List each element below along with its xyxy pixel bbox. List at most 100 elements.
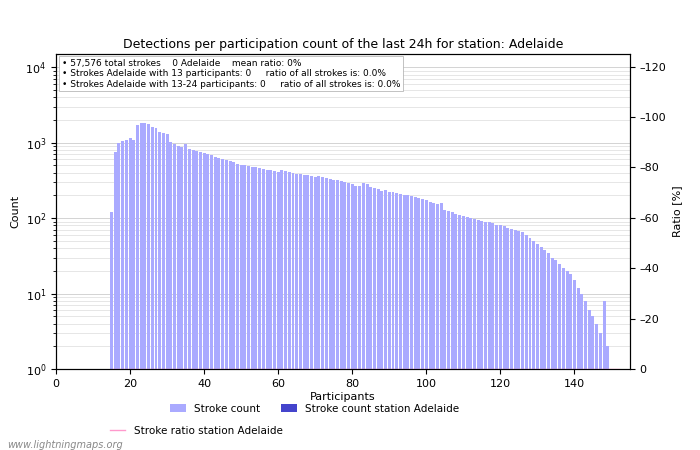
Bar [221,159,224,450]
Bar [232,162,235,450]
Bar [606,346,609,450]
Bar [218,158,220,450]
Bar [169,142,172,450]
Bar [458,215,461,450]
Bar [288,172,290,450]
Stroke ratio station Adelaide [396,366,405,372]
Bar [440,203,442,450]
Bar [181,147,183,450]
Bar [147,124,150,450]
Stroke ratio station Adelaide [470,366,479,372]
Bar [144,123,146,450]
Bar [466,216,468,450]
Bar [362,183,365,450]
Bar [236,163,239,450]
Bar [229,161,232,450]
Bar [202,153,206,450]
Bar [517,231,520,450]
Bar [132,140,135,450]
Bar [184,144,187,450]
Bar [281,171,284,450]
Bar [414,197,416,450]
Bar [380,191,384,450]
Bar [199,152,202,450]
Bar [321,177,324,450]
Bar [562,268,565,450]
Bar [603,301,606,450]
Bar [273,171,276,450]
Bar [599,333,602,450]
Bar [391,192,395,450]
Bar [118,144,120,450]
Bar [510,229,513,450]
Bar [332,180,335,450]
Y-axis label: Ratio [%]: Ratio [%] [672,186,682,237]
Stroke ratio station Adelaide [537,366,545,372]
Bar [514,230,517,450]
Bar [428,202,431,450]
Bar [506,228,510,450]
Bar [540,247,542,450]
Bar [340,181,342,450]
Bar [192,150,195,450]
Bar [480,221,484,450]
X-axis label: Participants: Participants [310,392,376,401]
Bar [547,252,550,450]
Bar [328,179,332,450]
Bar [477,220,480,450]
Bar [317,176,321,450]
Bar [265,170,269,450]
Bar [595,324,598,450]
Bar [484,221,487,450]
Bar [370,187,372,450]
Bar [425,200,428,450]
Bar [188,149,191,450]
Bar [325,178,328,450]
Bar [206,154,209,450]
Bar [443,210,447,450]
Bar [214,157,217,450]
Bar [173,144,176,450]
Bar [532,241,536,450]
Bar [592,316,594,450]
Bar [344,182,346,450]
Bar [558,264,561,450]
Bar [569,274,572,450]
Bar [421,199,424,450]
Bar [543,250,546,450]
Bar [239,165,243,450]
Legend: Stroke count, Stroke count station Adelaide: Stroke count, Stroke count station Adela… [167,400,463,418]
Bar [454,214,457,450]
Bar [410,196,413,450]
Bar [129,138,132,450]
Bar [258,168,261,450]
Bar [417,198,421,450]
Bar [195,151,198,450]
Bar [373,188,376,450]
Bar [566,271,568,450]
Stroke ratio station Adelaide [107,366,116,372]
Bar [210,155,213,450]
Bar [588,310,591,450]
Bar [166,134,169,450]
Bar [469,218,472,450]
Bar [377,189,379,450]
Bar [247,166,250,450]
Title: Detections per participation count of the last 24h for station: Adelaide: Detections per participation count of th… [122,38,564,51]
Bar [291,173,295,450]
Bar [495,225,498,450]
Bar [399,194,402,450]
Bar [302,176,306,450]
Bar [310,176,313,450]
Bar [388,192,391,450]
Bar [110,212,113,450]
Bar [573,280,576,450]
Bar [617,369,620,450]
Bar [255,167,258,450]
Bar [270,171,272,450]
Bar [580,293,583,450]
Bar [462,216,465,450]
Bar [351,184,354,450]
Bar [244,166,246,450]
Bar [136,126,139,450]
